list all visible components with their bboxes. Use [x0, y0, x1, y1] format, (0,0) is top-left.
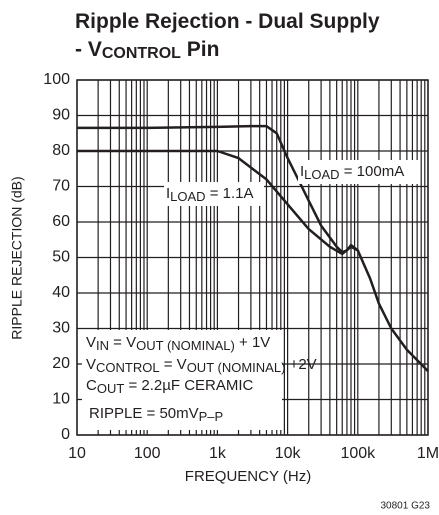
annotation: VIN = VOUT (NOMINAL) + 1V [86, 334, 270, 353]
annotation-part: = V [160, 356, 187, 373]
annotation: RIPPLE = 50mVP–P [89, 405, 223, 424]
footnote: 30801 G23 [381, 501, 431, 512]
annotation-subscript: CONTROL [96, 360, 160, 375]
x-tick-label: 100 [134, 445, 161, 462]
y-tick-label: 70 [52, 178, 70, 195]
y-tick-label: 50 [52, 249, 70, 266]
title-part: - V [75, 38, 102, 61]
annotation-background [298, 160, 418, 184]
x-tick-label: 1M [417, 445, 439, 462]
y-tick-label: 30 [52, 320, 70, 337]
annotation-part: V [86, 334, 96, 351]
annotation-part: I [166, 185, 170, 202]
series-line [77, 124, 429, 372]
annotation: COUT = 2.2µF CERAMIC [86, 377, 254, 396]
plot-frame [76, 79, 429, 436]
y-axis-label: RIPPLE REJECTION (dB) [9, 176, 25, 339]
annotation-part: = 1.1A [206, 185, 254, 202]
annotation-subscript: LOAD [170, 189, 205, 204]
annotation-background [84, 403, 234, 427]
annotation-subscript: LOAD [304, 167, 339, 182]
annotation-subscript: IN [96, 338, 109, 353]
x-tick-label: 10k [275, 445, 302, 462]
annotation-part: RIPPLE = 50mV [89, 405, 199, 422]
annotation-subscript: OUT [97, 381, 125, 396]
chart-title: - VCONTROL Pin [75, 38, 219, 63]
annotation: ILOAD = 100mA [300, 163, 404, 182]
y-tick-label: 90 [52, 107, 70, 124]
y-tick-label: 80 [52, 142, 70, 159]
annotation: VCONTROL = VOUT (NOMINAL) +2V [86, 356, 317, 375]
chart-title: Ripple Rejection - Dual Supply [75, 10, 380, 33]
y-tick-label: 0 [61, 426, 70, 443]
title-part: Pin [181, 38, 220, 61]
x-tick-label: 1k [209, 445, 227, 462]
annotation-part: C [86, 377, 97, 394]
y-tick-label: 40 [52, 284, 70, 301]
annotation-part: = 100mA [340, 163, 405, 180]
y-tick-label: 20 [52, 355, 70, 372]
annotation: ILOAD = 1.1A [166, 185, 254, 204]
y-tick-label: 100 [43, 71, 70, 88]
annotation-background [164, 182, 264, 206]
title-part: Ripple Rejection - Dual Supply [75, 10, 380, 33]
x-tick-label: 10 [68, 445, 86, 462]
y-tick-label: 10 [52, 391, 70, 408]
annotation-subscript: P–P [199, 409, 224, 424]
x-tick-label: 100k [340, 445, 376, 462]
y-tick-label: 60 [52, 213, 70, 230]
annotation-part: + 1V [235, 334, 270, 351]
annotation-subscript: OUT (NOMINAL) [136, 338, 235, 353]
annotation-part: = 2.2µF CERAMIC [124, 377, 253, 394]
title-subscript: CONTROL [102, 45, 181, 62]
annotation-part: +2V [285, 356, 316, 373]
annotation-part: I [300, 163, 304, 180]
annotation-part: = V [109, 334, 136, 351]
annotation-subscript: OUT (NOMINAL) [187, 360, 286, 375]
series-line [77, 149, 359, 256]
annotation-part: V [86, 356, 96, 373]
x-axis-label: FREQUENCY (Hz) [185, 468, 311, 485]
